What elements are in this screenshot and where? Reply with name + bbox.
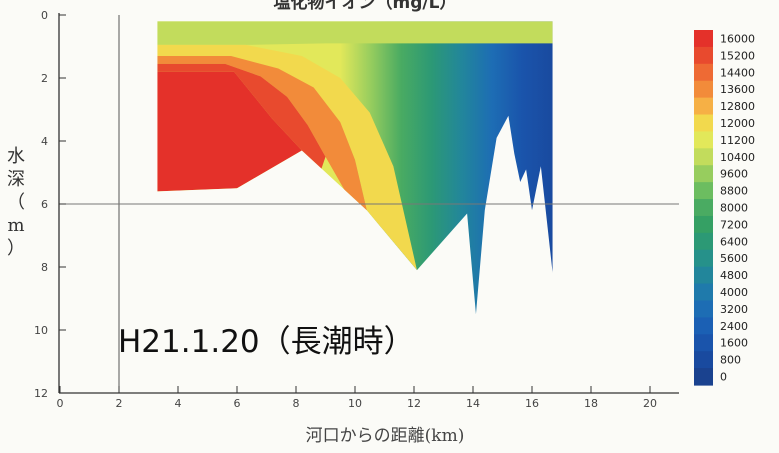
colorbar-label: 4000 bbox=[720, 286, 748, 299]
colorbar-swatch bbox=[694, 232, 713, 251]
colorbar-label: 1600 bbox=[720, 337, 748, 350]
colorbar-swatch bbox=[694, 351, 713, 369]
y-label-char: m bbox=[7, 215, 24, 236]
axes: 0 2 4 6 8 10 12 14 16 18 20 0 2 4 6 8 10 12 bbox=[34, 9, 679, 410]
colorbar-swatch bbox=[694, 46, 713, 65]
salinity-field bbox=[157, 21, 553, 315]
x-tick-label: 2 bbox=[116, 397, 123, 410]
colorbar-label: 6400 bbox=[720, 235, 748, 248]
x-tick-label: 18 bbox=[584, 397, 598, 410]
colorbar-swatch bbox=[694, 114, 713, 133]
colorbar: 1600015200144001360012800120001120010400… bbox=[694, 30, 755, 386]
colorbar-swatch bbox=[694, 249, 713, 268]
colorbar-swatch bbox=[694, 148, 713, 166]
region-14400-16000 bbox=[157, 63, 326, 192]
colorbar-label: 5600 bbox=[720, 252, 748, 265]
plot-fill bbox=[157, 21, 553, 315]
colorbar-swatch bbox=[694, 215, 713, 234]
colorbar-label: 12800 bbox=[720, 100, 755, 113]
colorbar-label: 9600 bbox=[720, 168, 748, 181]
x-tick-label: 14 bbox=[466, 397, 480, 410]
colorbar-label: 12000 bbox=[720, 117, 755, 130]
colorbar-swatch bbox=[694, 165, 713, 183]
x-tick-label: 12 bbox=[407, 397, 421, 410]
x-tick-label: 16 bbox=[525, 397, 539, 410]
colorbar-label: 13600 bbox=[720, 83, 755, 96]
colorbar-swatch bbox=[694, 30, 713, 48]
region-12800-14400 bbox=[157, 55, 367, 214]
y-tick-label: 6 bbox=[41, 198, 48, 211]
y-tick-label: 4 bbox=[41, 135, 48, 148]
colorbar-label: 11200 bbox=[720, 134, 755, 147]
colorbar-swatch bbox=[694, 368, 713, 386]
region-16000+ bbox=[157, 71, 302, 192]
colorbar-swatch bbox=[694, 283, 713, 302]
chart-annotation: H21.1.20（長潮時） bbox=[118, 324, 415, 360]
colorbar-swatch bbox=[694, 131, 713, 149]
y-tick-label: 12 bbox=[34, 387, 48, 400]
chart-title: 塩化物イオン（mg/L） bbox=[274, 0, 457, 13]
y-tick-label: 2 bbox=[41, 72, 48, 85]
colorbar-label: 7200 bbox=[720, 218, 748, 231]
x-tick-label: 0 bbox=[57, 397, 64, 410]
y-tick-label: 8 bbox=[41, 261, 48, 274]
region-11200-12800 bbox=[157, 44, 417, 271]
colorbar-swatch bbox=[694, 317, 713, 335]
colorbar-label: 800 bbox=[720, 354, 741, 367]
colorbar-swatch bbox=[694, 266, 713, 285]
x-axis-label: 河口からの距離(km) bbox=[306, 426, 465, 446]
y-tick-label: 0 bbox=[41, 9, 48, 22]
colorbar-swatch bbox=[694, 80, 713, 99]
colorbar-swatch bbox=[694, 97, 713, 116]
colorbar-label: 3200 bbox=[720, 303, 748, 316]
y-label-char: （ bbox=[7, 192, 25, 213]
y-label-char: 水 bbox=[7, 146, 25, 167]
colorbar-swatch bbox=[694, 63, 713, 82]
surface-band bbox=[157, 21, 553, 45]
x-tick-label: 8 bbox=[293, 397, 300, 410]
colorbar-label: 15200 bbox=[720, 49, 755, 62]
colorbar-swatch bbox=[694, 182, 713, 200]
colorbar-label: 14400 bbox=[720, 66, 755, 79]
y-label-char: 深 bbox=[7, 169, 25, 190]
colorbar-label: 16000 bbox=[720, 32, 755, 45]
colorbar-swatch bbox=[694, 334, 713, 352]
colorbar-swatch bbox=[694, 199, 713, 217]
colorbar-label: 8800 bbox=[720, 185, 748, 198]
colorbar-label: 4800 bbox=[720, 269, 748, 282]
y-label-char: ） bbox=[7, 238, 25, 259]
colorbar-swatch bbox=[694, 300, 713, 318]
colorbar-label: 0 bbox=[720, 371, 727, 384]
x-tick-label: 4 bbox=[175, 397, 182, 410]
x-tick-label: 20 bbox=[643, 397, 657, 410]
y-axis-label: 水深（m） bbox=[7, 146, 25, 259]
x-tick-label: 6 bbox=[234, 397, 241, 410]
colorbar-label: 2400 bbox=[720, 320, 748, 333]
colorbar-label: 8000 bbox=[720, 202, 748, 215]
y-tick-label: 10 bbox=[34, 324, 48, 337]
colorbar-label: 10400 bbox=[720, 151, 755, 164]
x-tick-label: 10 bbox=[348, 397, 362, 410]
